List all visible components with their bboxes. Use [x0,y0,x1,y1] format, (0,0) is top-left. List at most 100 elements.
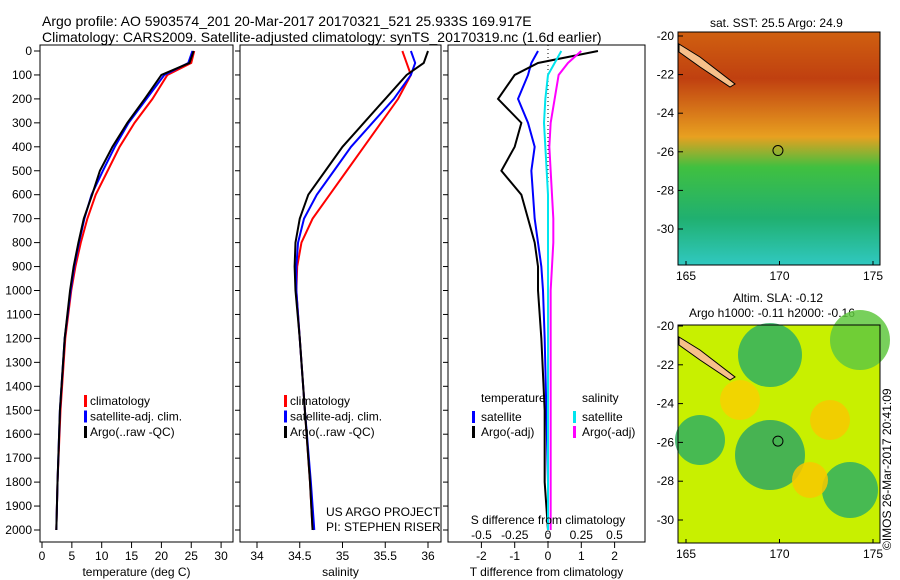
s-tick-label: 0 [545,528,552,542]
project-credit: US ARGO PROJECT [326,505,441,519]
profile-line-climatology [55,50,196,531]
legend-swatch [472,411,475,423]
sla-feature [720,380,760,420]
sla-map-subtitle: Argo h1000: -0.11 h2000: -0.16 [689,306,855,320]
sla-feature [810,400,850,440]
x-axis-label: temperature (deg C) [82,565,190,579]
map-x-tick-label: 170 [769,547,789,561]
y-tick-label: 1000 [5,284,32,298]
y-tick-label: 300 [12,116,32,130]
sst-map-title: sat. SST: 25.5 Argo: 24.9 [710,16,843,30]
panel-frame [239,44,442,543]
y-tick-label: 700 [12,212,32,226]
legend-title-salinity: salinity [582,391,619,405]
y-tick-label: 1400 [5,379,32,393]
pi-credit: PI: STEPHEN RISER [326,520,441,534]
sla-feature [735,420,805,490]
argo-position-marker [772,435,784,447]
diff-line-t-satellite [516,50,549,530]
legend-swatch [573,411,576,423]
y-tick-label: 1600 [5,427,32,441]
y-tick-label: 0 [25,44,32,58]
y-tick-label: 1300 [5,355,32,369]
y-tick-label: 1700 [5,451,32,465]
y-tick-label: 200 [12,92,32,106]
y-tick-label: 500 [12,164,32,178]
map-y-tick-label: -28 [657,183,675,197]
map-y-tick-label: -20 [657,319,675,333]
sla-feature [675,415,725,465]
sla-feature [830,310,890,370]
legend-swatch [84,426,87,438]
map-y-tick-label: -30 [657,513,675,527]
legend-swatch [284,410,287,423]
x-tick-label: 1 [578,549,585,563]
legend-label: Argo(..raw -QC) [90,425,175,439]
x-tick-label: -2 [476,549,487,563]
legend-swatch [573,426,576,438]
legend-label: satellite [582,410,623,424]
x-tick-label: 15 [125,549,139,563]
map-y-tick-label: -24 [657,106,675,120]
x-axis-label: T difference from climatology [470,565,624,579]
profile-line-argo---raw--qc- [293,50,429,531]
s-axis-label: S difference from climatology [471,513,626,527]
map-x-tick-label: 175 [863,269,883,283]
legend-swatch [472,426,475,438]
profile-line-climatology [295,50,412,531]
y-tick-label: 600 [12,188,32,202]
legend-title-temperature: temperature [481,391,546,405]
legend-label: Argo(-adj) [481,425,534,439]
s-tick-label: 0.25 [570,528,594,542]
legend-label: satellite-adj. clim. [290,410,382,424]
map-y-tick-label: -30 [657,222,675,236]
x-axis-label: salinity [322,565,359,579]
x-tick-label: 2 [611,549,618,563]
y-tick-label: 1800 [5,475,32,489]
sla-feature [738,323,802,387]
y-tick-label: 800 [12,236,32,250]
x-tick-label: 35 [336,549,350,563]
legend-label: climatology [290,394,350,408]
map-y-tick-label: -26 [657,435,675,449]
x-tick-label: 34 [250,549,264,563]
map-x-tick-label: 170 [769,269,789,283]
x-tick-label: 35.5 [374,549,398,563]
diff-line-t-argo--adj- [496,50,599,531]
legend-swatch [84,395,87,407]
map-x-tick-label: 165 [676,269,696,283]
map-x-tick-label: 175 [863,547,883,561]
s-tick-label: -0.25 [501,528,529,542]
sla-feature [792,462,828,498]
title-line1: Argo profile: AO 5903574_201 20-Mar-2017… [42,13,532,29]
legend-label: satellite-adj. clim. [90,410,182,424]
x-tick-label: 20 [155,549,169,563]
x-tick-label: 10 [95,549,109,563]
x-tick-label: -1 [509,549,520,563]
x-tick-label: 36 [421,549,435,563]
legend-label: satellite [481,410,522,424]
s-tick-label: 0.5 [606,528,623,542]
y-tick-label: 1100 [6,307,32,321]
profile-line-satellite-adj--clim- [295,50,417,531]
y-tick-label: 900 [12,260,32,274]
diff-line-s-argo--adj- [548,50,582,530]
y-tick-label: 400 [12,140,32,154]
legend-swatch [284,426,287,438]
x-tick-label: 5 [69,549,76,563]
argo-position-marker [772,145,784,157]
x-tick-label: 34.5 [288,549,312,563]
y-tick-label: 2000 [5,523,32,537]
map-y-tick-label: -22 [657,68,675,82]
y-tick-label: 1200 [5,331,32,345]
title-line2: Climatology: CARS2009. Satellite-adjuste… [42,29,602,45]
x-tick-label: 30 [214,549,228,563]
x-tick-label: 0 [39,549,46,563]
sla-map-title: Altim. SLA: -0.12 [733,291,824,305]
map-y-tick-label: -20 [657,29,675,43]
y-tick-label: 1900 [5,499,32,513]
new-caledonia-land [678,336,736,381]
x-tick-label: 25 [185,549,199,563]
